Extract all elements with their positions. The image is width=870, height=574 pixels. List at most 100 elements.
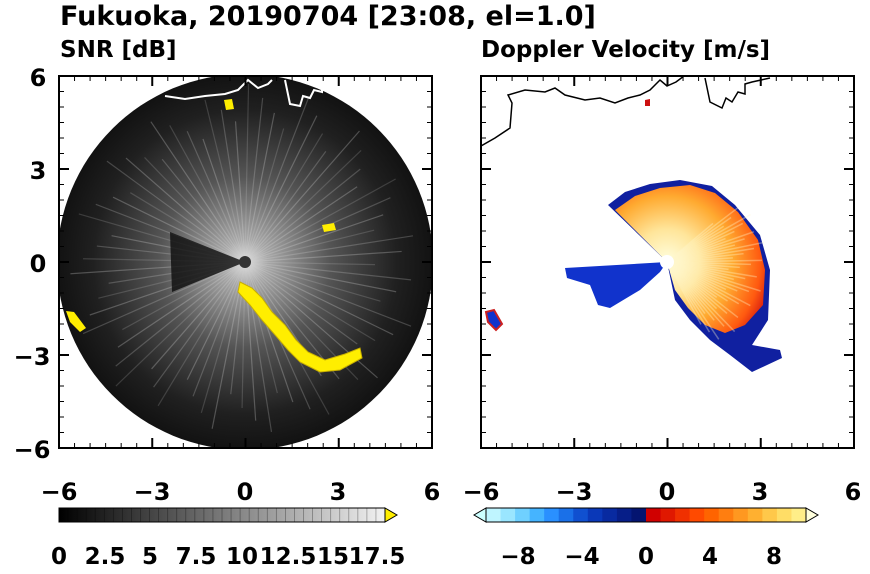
- snr-colorbar: [58, 507, 398, 523]
- doppler-colorbar-label: −8: [500, 544, 535, 570]
- doppler-beam-ray: [666, 261, 718, 298]
- snr-beam-ray: [244, 261, 394, 336]
- snr-xtick-label: 0: [237, 478, 254, 506]
- doppler-beam-ray: [666, 261, 702, 325]
- snr-beam-ray: [161, 158, 246, 263]
- doppler-approaching-west: [565, 262, 667, 308]
- doppler-colorbar-label: −4: [564, 544, 599, 570]
- doppler-beam-ray: [666, 213, 751, 263]
- snr-dark-wedge: [170, 232, 245, 292]
- snr-ytick-label: −6: [14, 436, 51, 464]
- doppler-colorbar-segment: [631, 508, 647, 522]
- snr-beam-ray: [244, 261, 294, 403]
- snr-beam-ray: [202, 138, 246, 263]
- snr-beam-ray: [244, 235, 414, 263]
- doppler-xtick-label: −3: [556, 478, 593, 506]
- doppler-beam-ray: [666, 261, 761, 292]
- snr-beam-ray: [144, 157, 246, 263]
- snr-beam-ray: [244, 97, 264, 263]
- doppler-beam-ray: [666, 222, 744, 263]
- doppler-panel-title: Doppler Velocity [m/s]: [481, 37, 770, 63]
- snr-beam-ray: [186, 130, 246, 263]
- doppler-colorbar-segment: [776, 508, 792, 522]
- snr-xtick-label: −6: [41, 478, 78, 506]
- doppler-radar-center: [660, 255, 674, 269]
- snr-beam-ray: [244, 133, 324, 263]
- doppler-colorbar-label: 8: [766, 544, 782, 570]
- figure-title: Fukuoka, 20190704 [23:08, el=1.0]: [60, 1, 596, 32]
- snr-beam-ray: [244, 250, 402, 263]
- doppler-xtick-label: −6: [463, 478, 500, 506]
- snr-beam-ray: [82, 261, 246, 335]
- snr-xtick-label: 3: [330, 478, 347, 506]
- snr-beam-ray: [112, 196, 246, 263]
- doppler-beam-ray: [666, 207, 739, 263]
- doppler-beam-ray: [666, 261, 751, 307]
- snr-beam-ray: [244, 261, 375, 266]
- doppler-colorbar-segment: [573, 508, 589, 522]
- snr-beam-ray: [150, 121, 246, 263]
- doppler-beam-ray: [666, 261, 718, 310]
- doppler-beam-ray: [666, 261, 729, 271]
- doppler-beam-ray: [666, 237, 726, 263]
- doppler-beam-ray: [666, 261, 734, 281]
- snr-xtick-label: 6: [424, 478, 441, 506]
- snr-beam-ray: [106, 160, 246, 263]
- snr-colorbar-label: 5: [142, 544, 158, 570]
- doppler-colorbar-segment: [529, 508, 545, 522]
- doppler-beam-ray: [666, 230, 735, 263]
- doppler-xtick-label: 6: [845, 478, 862, 506]
- doppler-beam-ray: [666, 261, 751, 266]
- snr-beam-ray: [169, 125, 246, 263]
- snr-beam-ray: [151, 261, 246, 370]
- snr-beam-ray: [244, 261, 278, 394]
- snr-beam-ray: [244, 178, 396, 263]
- doppler-beam-ray: [666, 261, 739, 319]
- doppler-colorbar-segment: [689, 508, 705, 522]
- snr-colorbar-label: 17.5: [349, 544, 406, 570]
- snr-high-north-patch: [224, 99, 234, 110]
- doppler-beam-ray: [666, 261, 750, 293]
- snr-beam-ray: [153, 261, 246, 388]
- snr-high-east-patch: [322, 223, 336, 232]
- doppler-beam-ray: [666, 222, 714, 263]
- doppler-colorbar-label: 0: [638, 544, 654, 570]
- doppler-beam-ray: [666, 261, 711, 333]
- snr-beam-ray: [244, 115, 318, 263]
- snr-beam-ray: [204, 99, 246, 263]
- snr-beam-ray: [244, 150, 362, 263]
- doppler-beam-ray: [666, 261, 738, 292]
- doppler-beam-ray: [666, 261, 757, 278]
- snr-colorbar-label: 10: [226, 544, 258, 570]
- doppler-beam-ray: [666, 261, 725, 327]
- snr-beam-ray: [115, 261, 246, 367]
- snr-colorbar-label: 15: [317, 544, 349, 570]
- snr-ytick-label: 6: [30, 64, 47, 92]
- snr-colorbar-over-arrow: [384, 507, 398, 523]
- snr-high-coastal-arc: [237, 281, 363, 373]
- doppler-colorbar-segment: [544, 508, 560, 522]
- doppler-beam-ray: [666, 261, 727, 291]
- snr-beam-ray: [244, 261, 381, 302]
- snr-beam-ray: [244, 261, 397, 293]
- doppler-receding-region: [615, 185, 765, 333]
- doppler-beam-ray: [666, 261, 706, 314]
- doppler-colorbar-segment: [486, 508, 502, 522]
- snr-beam-ray: [244, 261, 412, 327]
- doppler-beam-ray: [666, 247, 755, 263]
- snr-beam-ray: [244, 186, 358, 263]
- snr-beam-ray: [244, 214, 384, 263]
- snr-beam-ray: [220, 109, 246, 263]
- snr-ytick-label: 0: [30, 250, 47, 278]
- doppler-colorbar-label: 4: [702, 544, 718, 570]
- snr-beam-ray: [115, 261, 246, 387]
- doppler-colorbar-segment: [616, 508, 632, 522]
- doppler-colorbar-segment: [500, 508, 516, 522]
- doppler-colorbar-under-arrow: [473, 507, 487, 523]
- doppler-colorbar-segment: [718, 508, 734, 522]
- doppler-beam-ray: [666, 261, 715, 321]
- snr-beam-ray: [244, 97, 310, 263]
- doppler-beam-ray: [666, 259, 762, 263]
- snr-colorbar-label: 12.5: [260, 544, 317, 570]
- doppler-beam-ray: [666, 257, 733, 263]
